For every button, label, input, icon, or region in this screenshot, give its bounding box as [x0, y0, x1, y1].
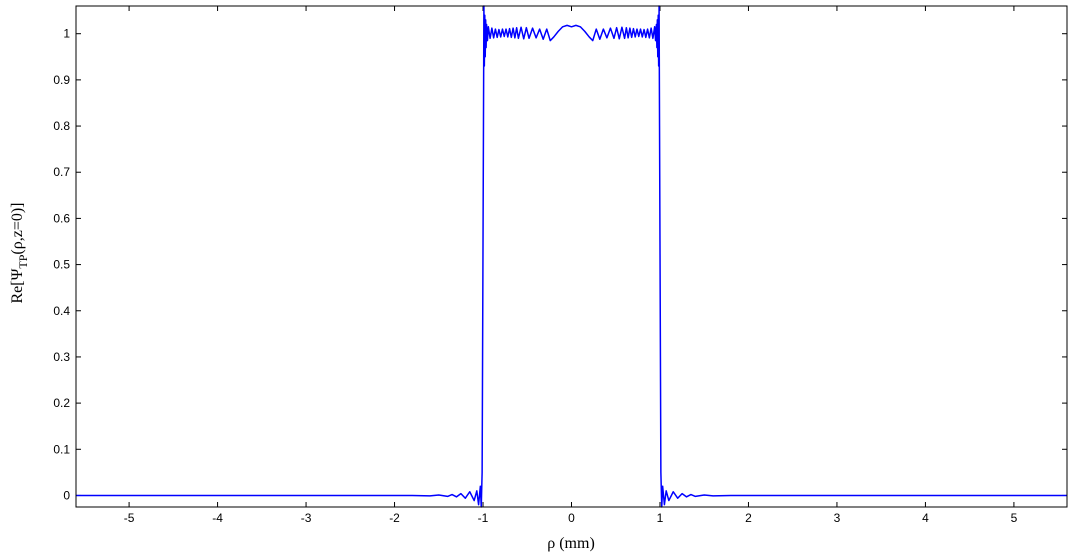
- y-tick-label: 0.2: [53, 396, 70, 410]
- y-tick-label: 1: [63, 27, 70, 41]
- y-tick-label: 0.6: [53, 211, 70, 225]
- y-tick-label: 0.9: [53, 73, 70, 87]
- x-tick-label: -4: [212, 511, 223, 525]
- x-tick-label: 1: [657, 511, 664, 525]
- y-tick-label: 0.8: [53, 119, 70, 133]
- x-axis-title: ρ (mm): [547, 535, 595, 552]
- x-tick-label: 2: [745, 511, 752, 525]
- x-tick-label: -5: [124, 511, 135, 525]
- y-tick-label: 0.4: [53, 304, 70, 318]
- y-axis-title-subscript: TP: [16, 254, 30, 268]
- x-tick-label: 5: [1011, 511, 1018, 525]
- x-tick-labels: -5 -4 -3 -2 -1 0 1 2 3 4 5: [124, 511, 1018, 525]
- y-tick-label: 0.3: [53, 350, 70, 364]
- x-tick-label: 3: [834, 511, 841, 525]
- y-tick-label: 0.1: [53, 442, 70, 456]
- y-tick-label: 0: [63, 488, 70, 502]
- y-tick-label: 0.7: [53, 165, 70, 179]
- y-axis-title-suffix: (ρ,z=0)]: [9, 202, 26, 254]
- y-axis-title: Re[ΨTP(ρ,z=0)]: [9, 202, 30, 303]
- x-tick-label: 4: [922, 511, 929, 525]
- x-tick-label: -2: [389, 511, 400, 525]
- y-axis-title-prefix: Re[Ψ: [9, 268, 26, 303]
- plot-frame: [75, 5, 1068, 508]
- x-tick-label: -3: [301, 511, 312, 525]
- y-tick-label: 0.5: [53, 258, 70, 272]
- x-tick-label: -1: [478, 511, 489, 525]
- y-tick-labels: 0 0.1 0.2 0.3 0.4 0.5 0.6 0.7 0.8 0.9 1: [53, 27, 70, 503]
- x-tick-label: 0: [568, 511, 575, 525]
